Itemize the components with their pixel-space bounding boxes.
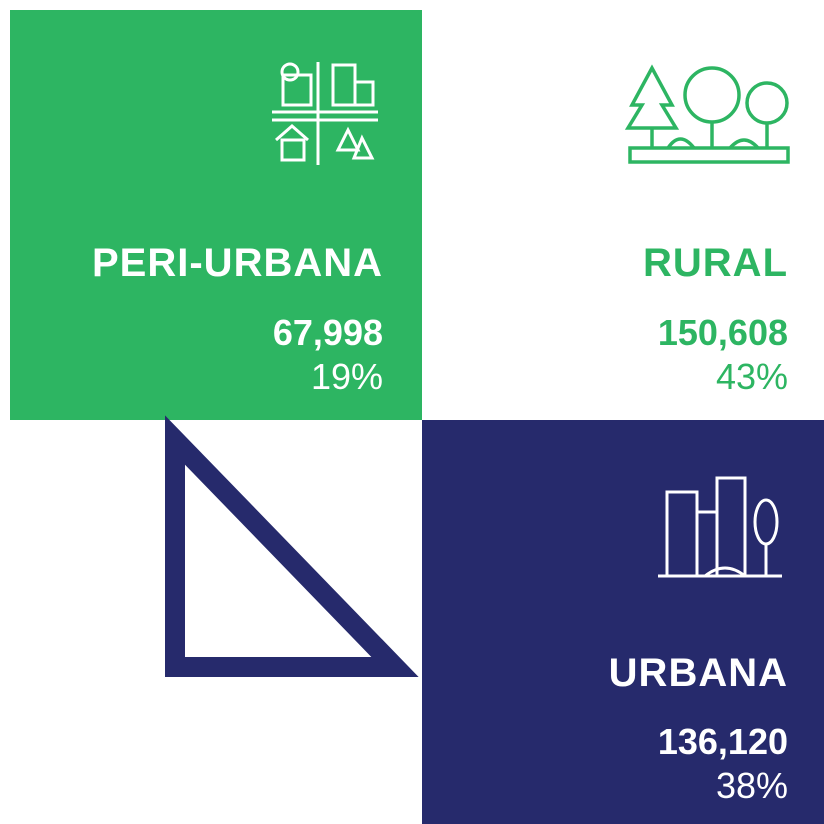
- panel-share: 43%: [716, 356, 788, 397]
- panel-label: URBANA: [609, 651, 788, 695]
- infographic: PERI-URBANA 67,998 19% RURAL 150,608 43%…: [0, 0, 824, 824]
- panel-share: 38%: [716, 765, 788, 806]
- rural-icon: [628, 68, 788, 162]
- panel-label: PERI-URBANA: [92, 241, 383, 285]
- panel-share: 19%: [311, 356, 383, 397]
- page: PERI-URBANA 67,998 19% RURAL 150,608 43%…: [0, 0, 824, 824]
- panel-count: 67,998: [273, 312, 383, 353]
- panel-label: RURAL: [643, 241, 788, 285]
- triangle-decoration: [175, 440, 395, 667]
- panel-count: 136,120: [658, 721, 788, 762]
- urbana-panel: [422, 420, 824, 824]
- panel-count: 150,608: [658, 312, 788, 353]
